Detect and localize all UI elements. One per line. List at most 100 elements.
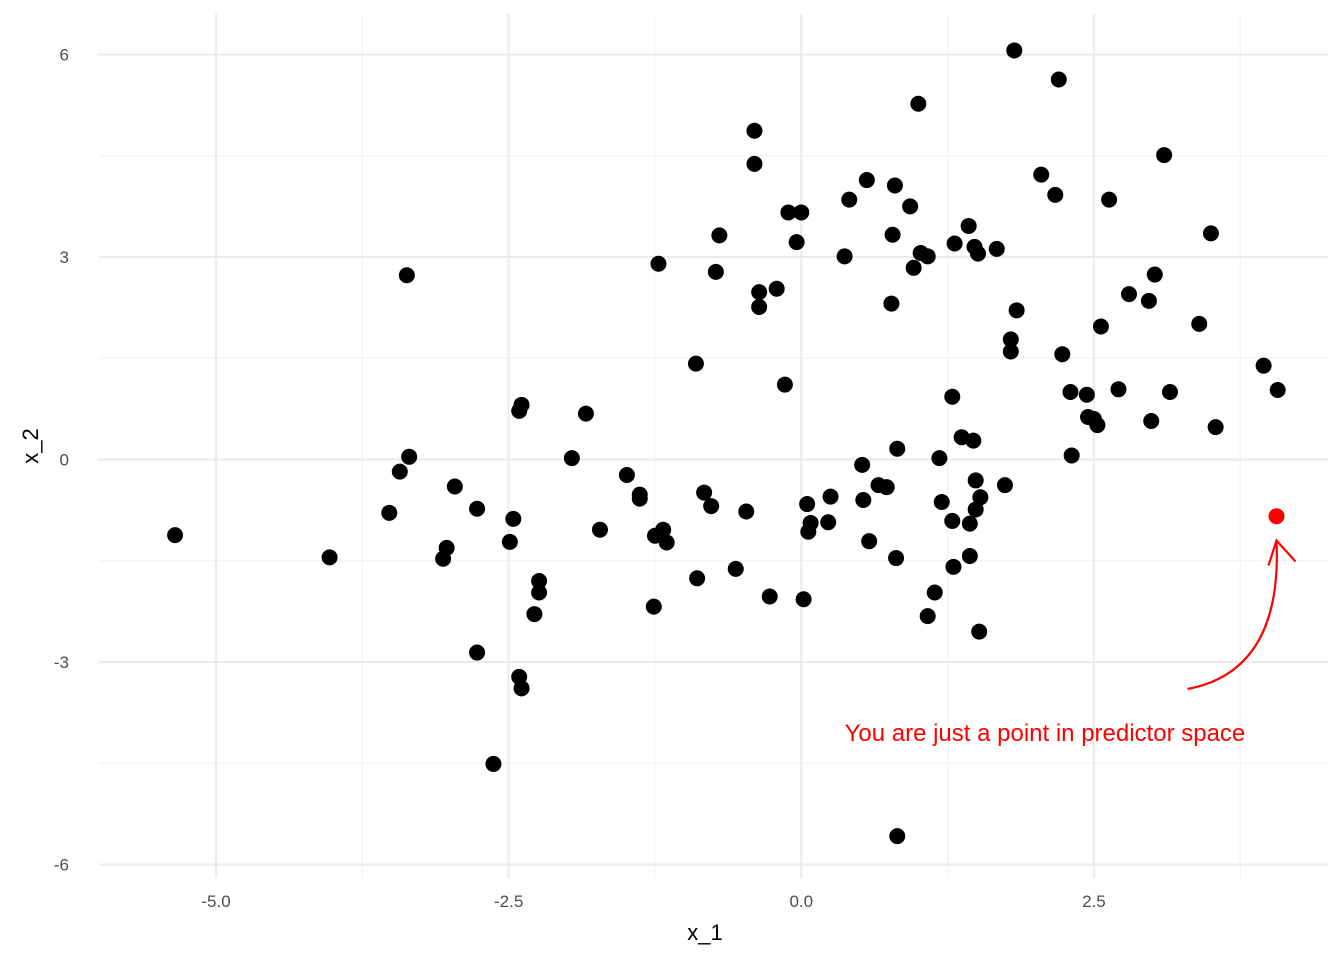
data-point <box>501 533 518 550</box>
data-point <box>768 280 785 297</box>
data-point <box>1033 166 1050 183</box>
data-point <box>1062 384 1079 400</box>
data-point <box>645 598 662 615</box>
data-point <box>577 405 594 422</box>
data-point <box>1156 147 1173 164</box>
data-point <box>738 503 755 520</box>
data-point <box>841 191 858 208</box>
data-point <box>780 204 797 221</box>
data-point <box>563 450 580 467</box>
data-point <box>751 284 768 301</box>
data-point <box>883 295 900 312</box>
y-tick-labels: -6 -3 0 3 6 <box>54 46 69 875</box>
data-point <box>944 512 961 529</box>
data-point <box>902 198 919 215</box>
data-point <box>381 504 398 521</box>
data-point <box>970 245 987 262</box>
data-point <box>689 570 706 587</box>
data-point <box>965 432 982 449</box>
data-point <box>776 376 793 393</box>
x-tick-labels: -5.0 -2.5 0.0 2.5 <box>201 892 1105 911</box>
y-tick-label: 3 <box>60 248 69 267</box>
data-point <box>761 588 778 605</box>
data-point <box>931 450 948 467</box>
y-tick-label: -6 <box>54 856 69 875</box>
data-point <box>1207 419 1224 436</box>
highlighted-points <box>1268 508 1285 525</box>
data-point <box>707 263 724 280</box>
x-axis-title: x_1 <box>687 920 722 945</box>
data-point <box>967 472 984 489</box>
data-point <box>1110 381 1127 398</box>
data-point <box>505 510 522 527</box>
data-point <box>945 558 962 575</box>
data-point <box>795 591 812 608</box>
annotation-arrow <box>1187 540 1278 691</box>
x-tick-label: -5.0 <box>201 892 230 911</box>
data-point <box>526 606 543 623</box>
data-point <box>711 227 728 244</box>
data-point <box>1063 447 1080 464</box>
data-point <box>1054 346 1071 363</box>
data-point <box>655 521 672 538</box>
data-point <box>855 492 872 508</box>
data-point <box>822 488 839 505</box>
data-point <box>398 267 415 284</box>
data-point <box>513 396 530 413</box>
data-point <box>988 240 1005 257</box>
major-gridlines <box>99 14 1328 878</box>
data-point <box>746 122 763 139</box>
data-point <box>889 440 906 457</box>
data-point <box>1092 318 1109 335</box>
y-tick-label: -3 <box>54 653 69 672</box>
data-point <box>746 155 763 172</box>
data-point <box>1191 315 1208 332</box>
data-point <box>1101 191 1118 208</box>
data-point <box>1050 71 1067 88</box>
data-point <box>401 448 418 465</box>
data-point <box>926 584 943 601</box>
data-point <box>167 527 184 544</box>
data-point <box>967 501 984 518</box>
data-point <box>1146 266 1163 283</box>
data-point <box>1008 302 1025 319</box>
minor-gridlines <box>99 14 1328 878</box>
highlight-point <box>1268 508 1285 525</box>
data-point <box>1269 381 1286 398</box>
data-point <box>946 235 963 252</box>
data-point <box>788 234 805 251</box>
data-point <box>919 248 936 265</box>
data-point <box>820 514 837 531</box>
data-point <box>1121 286 1138 303</box>
annotation-layer: You are just a point in predictor space <box>845 538 1297 747</box>
data-point <box>972 489 989 506</box>
data-point <box>446 478 463 495</box>
data-point <box>910 95 927 112</box>
data-point <box>321 549 338 566</box>
data-point <box>618 467 635 484</box>
data-point <box>658 534 675 551</box>
data-point <box>961 548 978 565</box>
data-point <box>703 498 720 515</box>
data-point <box>961 515 978 532</box>
data-point <box>531 584 548 601</box>
data-point <box>854 456 871 473</box>
data-point <box>513 680 530 697</box>
data-point <box>1202 225 1219 242</box>
data-point <box>631 490 648 507</box>
data-point <box>836 248 853 265</box>
data-point <box>1002 331 1019 348</box>
annotation-arrowhead <box>1267 538 1297 566</box>
data-point <box>861 533 878 550</box>
data-point <box>944 388 961 405</box>
data-point <box>469 644 486 661</box>
data-point <box>591 521 608 538</box>
data-point <box>933 494 950 511</box>
data-point <box>889 828 906 845</box>
data-point <box>438 539 455 556</box>
data-point <box>469 500 486 517</box>
y-tick-label: 6 <box>60 46 69 65</box>
x-tick-label: 0.0 <box>789 892 813 911</box>
data-point <box>531 573 548 589</box>
